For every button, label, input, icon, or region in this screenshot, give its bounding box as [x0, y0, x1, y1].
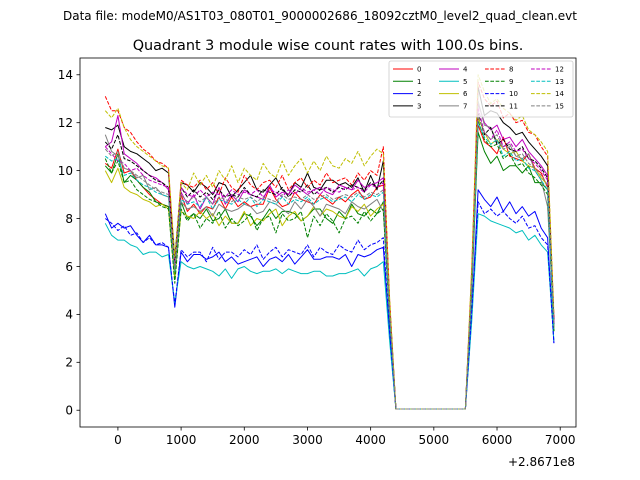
x-tick-label: 7000 [545, 433, 576, 447]
legend-label-8: 8 [509, 66, 513, 74]
y-tick-label: 0 [65, 404, 73, 418]
axes-frame [79, 57, 577, 428]
x-tick-label: 3000 [292, 433, 323, 447]
legend-label-9: 9 [509, 78, 513, 86]
legend-label-10: 10 [509, 90, 518, 98]
series-line-15 [104, 115, 555, 410]
series-line-10 [104, 201, 555, 410]
x-tick-label: 4000 [355, 433, 386, 447]
legend-label-2: 2 [417, 90, 421, 98]
x-offset-label: +2.8671e8 [508, 455, 575, 469]
x-tick-label: 0 [114, 433, 122, 447]
legend-label-6: 6 [463, 90, 468, 98]
chart-title: Quadrant 3 module wise count rates with … [133, 38, 524, 54]
data-file-suptitle: Data file: modeM0/AS1T03_080T01_90000026… [63, 9, 577, 23]
legend-label-14: 14 [555, 90, 564, 98]
series-line-9 [104, 119, 555, 410]
y-tick-label: 4 [65, 308, 73, 322]
y-tick-label: 6 [65, 260, 73, 274]
legend-label-1: 1 [417, 78, 421, 86]
legend-label-0: 0 [417, 66, 421, 74]
series-line-12 [104, 107, 555, 410]
legend-label-12: 12 [555, 66, 564, 74]
legend-label-15: 15 [555, 102, 564, 110]
legend-box [388, 60, 574, 118]
y-tick-label: 2 [65, 356, 73, 370]
x-tick-label: 5000 [419, 433, 450, 447]
y-tick-label: 10 [58, 164, 73, 178]
y-tick-label: 8 [65, 212, 73, 226]
y-tick-label: 12 [58, 116, 73, 130]
legend-label-13: 13 [555, 78, 564, 86]
x-tick-label: 2000 [229, 433, 260, 447]
y-tick-label: 14 [58, 68, 73, 82]
x-tick-label: 6000 [482, 433, 513, 447]
legend-label-7: 7 [463, 102, 467, 110]
x-tick-label: 1000 [166, 433, 197, 447]
series-line-5 [104, 213, 555, 410]
legend-label-11: 11 [509, 102, 518, 110]
series-line-6 [104, 117, 555, 410]
legend-label-5: 5 [463, 78, 467, 86]
legend-label-3: 3 [417, 102, 421, 110]
legend-label-4: 4 [463, 66, 468, 74]
